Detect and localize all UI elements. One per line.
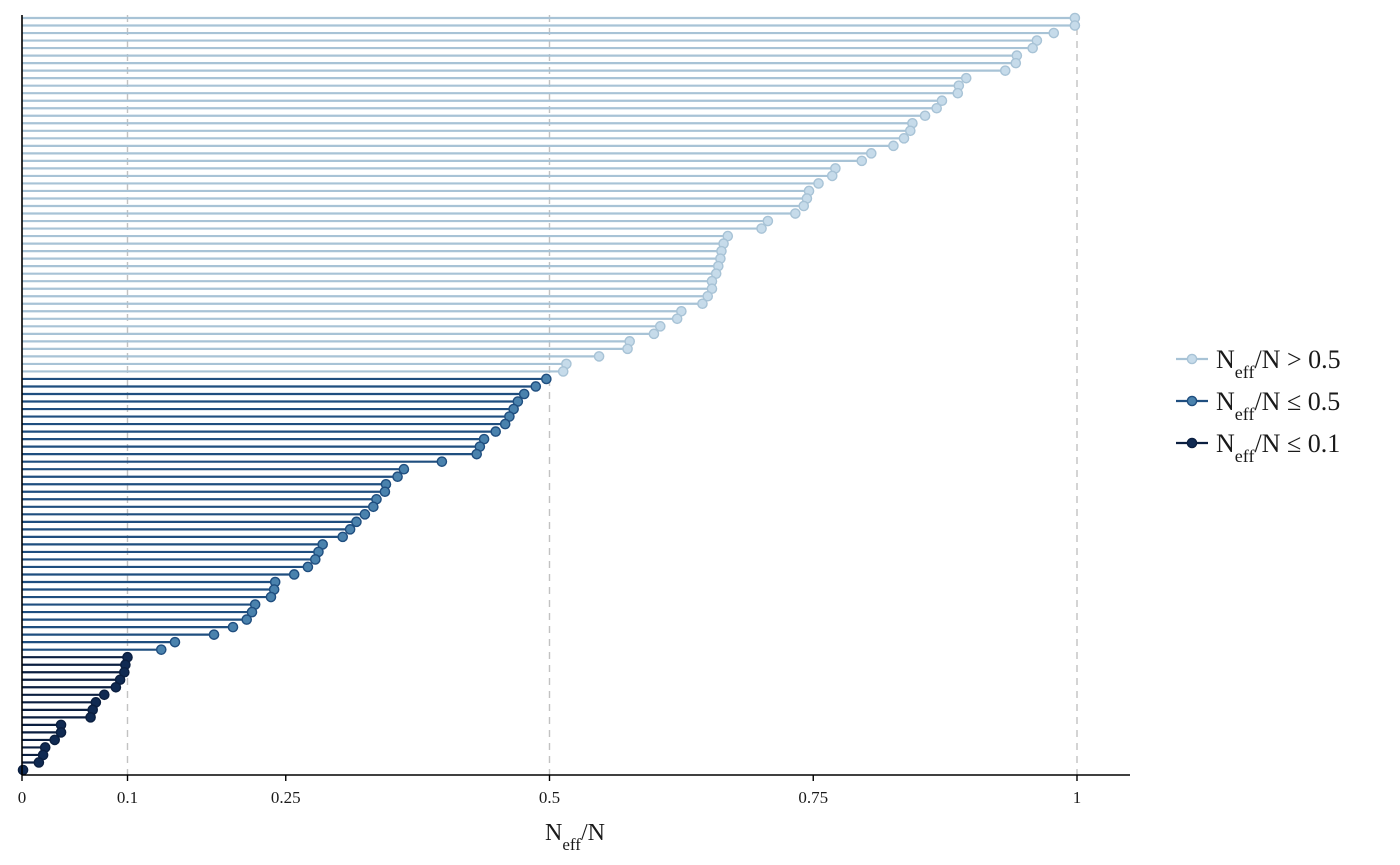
lollipop-point bbox=[702, 290, 714, 302]
x-axis-title: Neff/N bbox=[545, 820, 605, 854]
lollipop-point bbox=[541, 373, 552, 385]
lollipop-point bbox=[344, 524, 356, 535]
lollipop-point bbox=[1069, 20, 1081, 31]
legend-label: Neff/N ≤ 0.5 bbox=[1216, 387, 1340, 424]
lollipop-point bbox=[379, 486, 391, 498]
lollipop-point bbox=[593, 351, 605, 362]
x-tick-label: 0 bbox=[18, 788, 27, 807]
lollipop-point bbox=[55, 727, 67, 738]
lollipop-point bbox=[936, 95, 948, 107]
legend-item-low: Neff/N ≤ 0.1 bbox=[1176, 429, 1340, 466]
lollipop-point bbox=[169, 636, 181, 648]
legend-label: Neff/N ≤ 0.1 bbox=[1216, 429, 1340, 466]
lollipop-point bbox=[856, 155, 868, 167]
lollipop-point bbox=[208, 629, 220, 640]
lollipop-point bbox=[888, 140, 899, 152]
legend-key-point bbox=[1186, 437, 1198, 449]
lollipop-point bbox=[436, 456, 448, 467]
legend-item-high: Neff/N > 0.5 bbox=[1176, 345, 1341, 382]
lollipop-point bbox=[392, 471, 403, 483]
x-tick-label: 0.25 bbox=[271, 788, 301, 807]
lollipop-points bbox=[17, 12, 1081, 776]
lollipop-point bbox=[359, 509, 371, 520]
lollipop-point bbox=[865, 148, 877, 159]
lollipop-point bbox=[337, 531, 349, 543]
lollipop-point bbox=[530, 381, 542, 392]
lollipop-point bbox=[697, 298, 708, 310]
lollipop-point bbox=[518, 388, 530, 400]
lollipop-point bbox=[798, 200, 810, 212]
lollipop-point bbox=[490, 426, 501, 437]
lollipop-point bbox=[898, 133, 910, 144]
lollipop-point bbox=[919, 110, 931, 122]
legend-key-point bbox=[1186, 353, 1198, 365]
lollipop-point bbox=[931, 102, 942, 114]
lollipop-point bbox=[557, 366, 569, 377]
lollipop-point bbox=[85, 712, 96, 723]
lollipop-point bbox=[952, 87, 964, 99]
lollipop-point bbox=[960, 72, 972, 84]
lollipop-point bbox=[813, 178, 824, 189]
lollipop-point bbox=[17, 764, 29, 776]
lollipop-stems bbox=[22, 16, 1075, 772]
lollipop-point bbox=[622, 343, 633, 355]
lollipop-point bbox=[905, 125, 916, 137]
x-axis-ticks: 0 0.1 0.25 0.5 0.75 1 bbox=[18, 775, 1082, 807]
lollipop-point bbox=[288, 569, 300, 580]
legend-label: Neff/N > 0.5 bbox=[1216, 345, 1341, 382]
lollipop-point bbox=[654, 321, 666, 332]
lollipop-point bbox=[351, 516, 362, 528]
legend-item-mid: Neff/N ≤ 0.5 bbox=[1176, 387, 1340, 424]
lollipop-point bbox=[1010, 57, 1022, 69]
lollipop-point bbox=[302, 561, 314, 573]
legend-key-point bbox=[1186, 395, 1198, 407]
x-tick-label: 0.1 bbox=[117, 788, 138, 807]
lollipop-point bbox=[826, 170, 838, 182]
x-tick-label: 0.75 bbox=[798, 788, 828, 807]
lollipop-point bbox=[155, 644, 167, 655]
x-tick-label: 0.5 bbox=[539, 788, 560, 807]
lollipop-point bbox=[98, 689, 110, 701]
lollipop-point bbox=[648, 328, 660, 340]
lollipop-point bbox=[1027, 42, 1038, 54]
lollipop-point bbox=[1048, 27, 1060, 39]
lollipop-point bbox=[246, 606, 258, 618]
lollipop-point bbox=[110, 681, 122, 693]
lollipop-point bbox=[227, 621, 239, 633]
lollipop-point bbox=[999, 65, 1011, 76]
lollipop-point bbox=[49, 734, 61, 746]
lollipop-point bbox=[368, 501, 379, 513]
lollipop-point bbox=[309, 554, 321, 565]
lollipop-point bbox=[265, 591, 277, 603]
lollipop-point bbox=[499, 418, 511, 430]
lollipop-point bbox=[398, 463, 410, 475]
lollipop-point bbox=[790, 208, 801, 219]
lollipop-point bbox=[471, 448, 483, 460]
lollipop-point bbox=[762, 215, 774, 227]
legend: Neff/N > 0.5 Neff/N ≤ 0.5 Neff/N ≤ 0.1 bbox=[1176, 345, 1341, 466]
lollipop-point bbox=[33, 757, 45, 768]
lollipop-point bbox=[756, 223, 767, 234]
x-tick-label: 1 bbox=[1073, 788, 1082, 807]
lollipop-point bbox=[241, 614, 253, 625]
lollipop-point bbox=[671, 313, 683, 325]
